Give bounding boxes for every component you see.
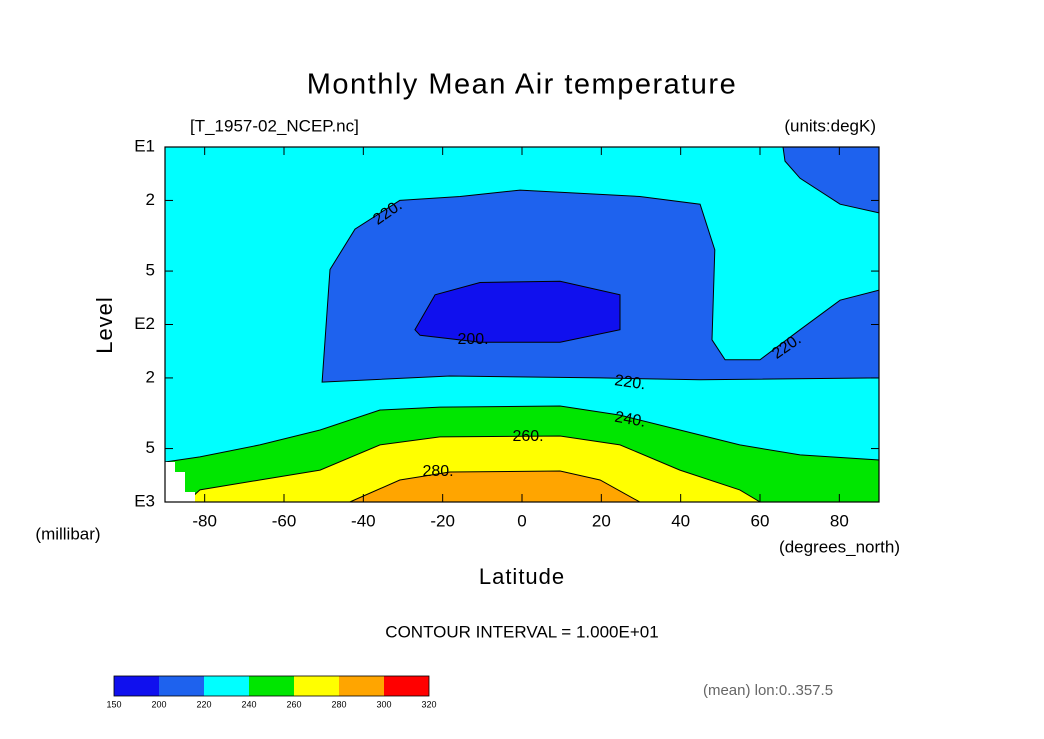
x-axis-label: Latitude — [479, 564, 565, 589]
y-tick-label: E3 — [134, 491, 155, 510]
colorbar-label: 200 — [151, 699, 166, 709]
colorbar-label: 150 — [106, 699, 121, 709]
y-tick-label: E1 — [134, 136, 155, 155]
colorbar-segment — [249, 676, 294, 696]
y-tick-label: 5 — [146, 438, 155, 457]
y-unit: (millibar) — [35, 524, 100, 543]
contour-region — [185, 435, 762, 503]
x-tick-label: 0 — [517, 511, 526, 530]
y-axis-label: Level — [92, 296, 117, 354]
missing-data — [165, 462, 195, 502]
colorbar-segment — [339, 676, 384, 696]
colorbar-label: 320 — [421, 699, 436, 709]
y-tick-label: 2 — [146, 367, 155, 386]
contour-label: 200. — [457, 331, 488, 348]
x-tick-label: 40 — [671, 511, 690, 530]
colorbar-label: 280 — [331, 699, 346, 709]
x-tick-label: -80 — [192, 511, 217, 530]
contour-fill — [164, 146, 880, 503]
x-tick-label: -20 — [430, 511, 455, 530]
contour-label: 260. — [512, 428, 543, 445]
colorbar-label: 240 — [241, 699, 256, 709]
colorbar-label: 260 — [286, 699, 301, 709]
chart-title: Monthly Mean Air temperature — [307, 69, 737, 101]
colorbar-label: 220 — [196, 699, 211, 709]
y-tick-label: E2 — [134, 314, 155, 333]
contour-label: 220. — [613, 372, 646, 393]
contour-label: 240. — [613, 409, 647, 431]
x-tick-label: -40 — [351, 511, 376, 530]
annotation: (mean) lon:0..357.5 — [703, 682, 833, 699]
contour-interval: CONTOUR INTERVAL = 1.000E+01 — [385, 622, 658, 641]
x-tick-label: 80 — [830, 511, 849, 530]
subtitle-left: [T_1957-02_NCEP.nc] — [190, 116, 359, 135]
colorbar-segment — [159, 676, 204, 696]
colorbar-segment — [204, 676, 249, 696]
x-tick-label: -60 — [272, 511, 297, 530]
colorbar-label: 300 — [376, 699, 391, 709]
colorbar-segment — [114, 676, 159, 696]
contour-label: 280. — [422, 463, 453, 480]
y-tick-label: 5 — [146, 261, 155, 280]
x-unit: (degrees_north) — [779, 537, 900, 556]
contour-region — [414, 280, 621, 343]
colorbar-segment — [294, 676, 339, 696]
colorbar-segment — [384, 676, 429, 696]
y-tick-label: 2 — [146, 190, 155, 209]
x-tick-label: 20 — [592, 511, 611, 530]
x-tick-label: 60 — [751, 511, 770, 530]
subtitle-right: (units:degK) — [784, 116, 876, 135]
colorbar-frame — [113, 675, 430, 697]
